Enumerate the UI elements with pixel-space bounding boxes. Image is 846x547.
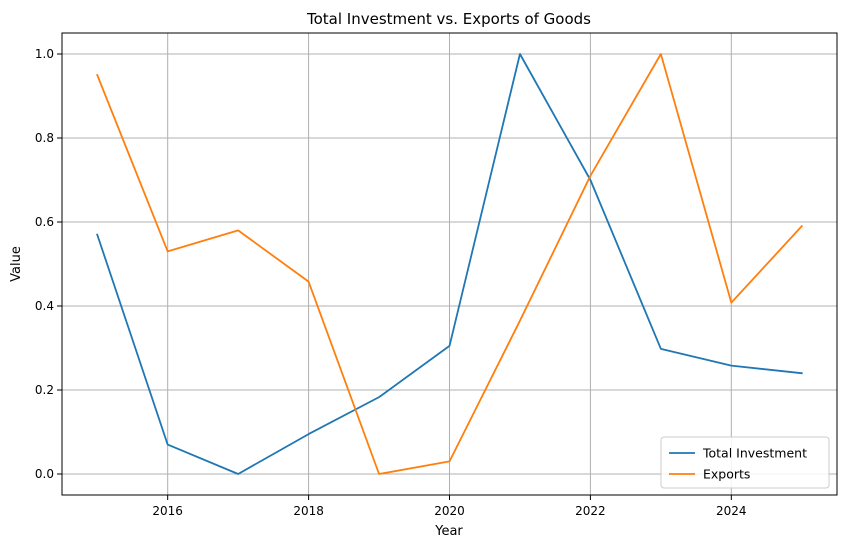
series-line-exports [96, 53, 804, 475]
y-tick-label: 0.4 [35, 299, 54, 313]
x-tick-label: 2024 [716, 504, 747, 518]
series-lines [96, 53, 804, 475]
y-tick-label: 0.8 [35, 131, 54, 145]
grid-lines [62, 33, 837, 495]
legend-box [660, 436, 830, 489]
legend-label: Exports [703, 467, 750, 482]
legend: Total Investment Exports [660, 436, 830, 489]
x-tick-label: 2018 [293, 504, 324, 518]
x-tick-label: 2016 [152, 504, 183, 518]
y-tick-label: 0.0 [35, 467, 54, 481]
y-tick-label: 1.0 [35, 47, 54, 61]
series-line-total-investment [96, 53, 803, 475]
y-tick-label: 0.6 [35, 215, 54, 229]
axis-ticks: 2016 2018 2020 2022 2024 0.0 0.2 0.4 0.6 0.8 1.0 [35, 47, 747, 518]
x-tick-label: 2022 [575, 504, 606, 518]
x-axis-label: Year [434, 524, 463, 539]
chart-title: Total Investment vs. Exports of Goods [306, 10, 591, 28]
y-axis-label: Value [9, 246, 24, 282]
x-tick-label: 2020 [434, 504, 465, 518]
legend-label: Total Investment [702, 446, 807, 461]
y-tick-label: 0.2 [35, 383, 54, 397]
